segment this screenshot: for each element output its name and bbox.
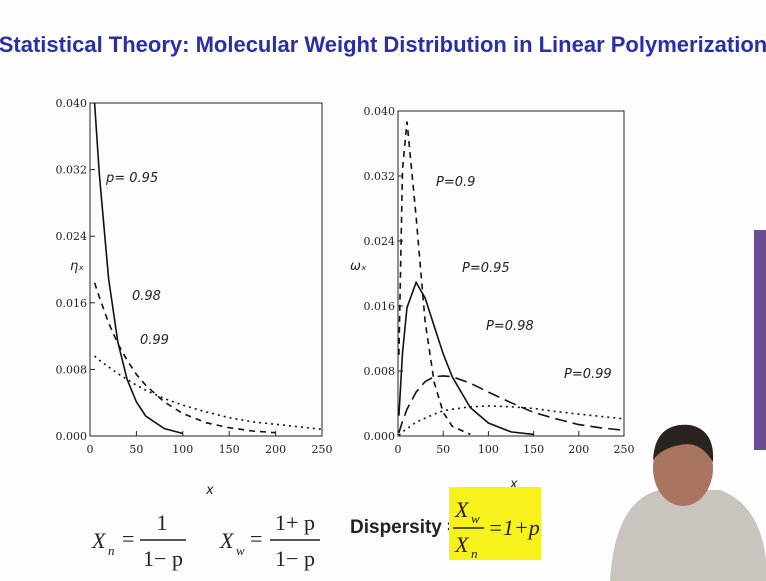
x-tick-label: 250 [312,443,333,456]
series-label: P=0.9 [436,175,475,190]
series-label: P=0.99 [564,367,612,382]
x-tick-label: 200 [568,443,589,456]
x-tick-label: 0 [395,443,402,456]
symbol: X [219,528,235,553]
numerator: 1 [157,510,168,535]
dispersity-label: Dispersity = [350,517,458,538]
denominator: X [454,532,470,557]
x-tick-label: 150 [219,443,240,456]
side-strip [754,230,766,450]
x-tick-label: 100 [172,443,193,456]
y-axis-label: ηₓ [70,259,84,274]
series-label: p= 0.95 [105,171,158,186]
numerator: X [454,497,470,522]
equals: = [122,526,134,551]
y-tick-label: 0.032 [56,164,88,177]
y-tick-label: 0.008 [56,363,88,376]
slide: Statistical Theory: Molecular Weight Dis… [0,0,766,581]
symbol: X [91,528,107,553]
y-tick-label: 0.016 [56,297,88,310]
numerator: 1+ p [275,510,315,535]
series-label: P=0.98 [486,319,534,334]
slide-title: Statistical Theory: Molecular Weight Dis… [0,32,766,57]
x-tick-label: 50 [436,443,450,456]
y-tick-label: 0.000 [56,430,88,443]
x-tick-label: 0 [87,443,94,456]
y-tick-label: 0.040 [364,105,396,118]
y-tick-label: 0.024 [364,235,396,248]
denominator: 1− p [143,546,183,571]
series-label: 0.99 [140,333,169,348]
y-tick-label: 0.008 [364,365,396,378]
y-tick-label: 0.040 [56,97,88,110]
denominator: 1− p [275,546,315,571]
x-tick-label: 150 [523,443,544,456]
x-tick-label: 200 [265,443,286,456]
x-axis-label: x [205,483,214,498]
equals: = [250,526,262,551]
y-tick-label: 0.000 [364,430,396,443]
y-tick-label: 0.032 [364,170,396,183]
x-tick-label: 100 [478,443,499,456]
y-tick-label: 0.024 [56,230,88,243]
x-tick-label: 50 [129,443,143,456]
denominator-sub: n [471,546,478,561]
rhs: =1+p [488,515,540,540]
series-label: 0.98 [132,289,161,304]
series-label: P=0.95 [462,261,510,276]
subscript: w [236,543,245,558]
numerator-sub: w [471,511,480,526]
x-tick-label: 250 [614,443,635,456]
y-axis-label: ωₓ [350,259,367,274]
y-tick-label: 0.016 [364,300,396,313]
subscript: n [108,543,115,558]
